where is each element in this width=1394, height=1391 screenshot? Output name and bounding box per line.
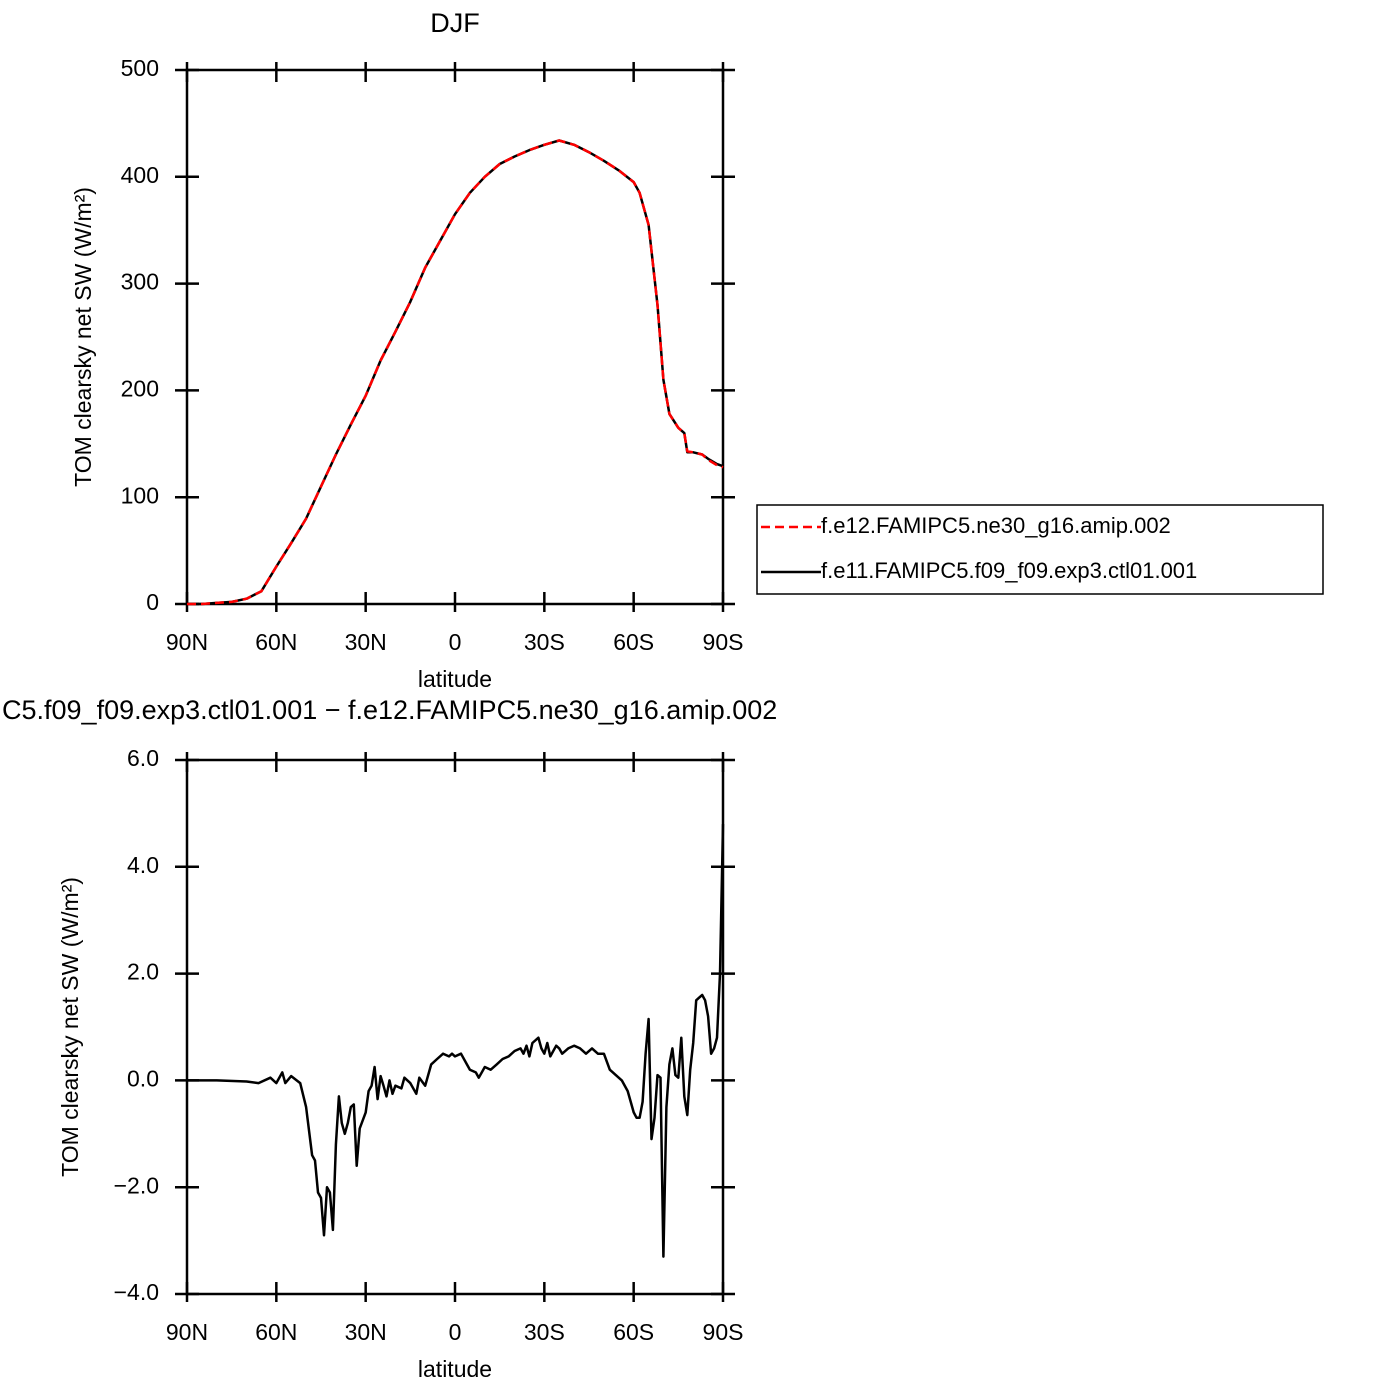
x-axis-label: latitude — [418, 666, 492, 692]
y-tick-label: 4.0 — [127, 852, 159, 878]
y-tick-label: −2.0 — [114, 1172, 159, 1198]
legend-label: f.e12.FAMIPC5.ne30_g16.amip.002 — [821, 513, 1171, 538]
y-tick-label: 100 — [121, 482, 159, 508]
x-tick-label: 30S — [524, 1319, 565, 1345]
plot-frame — [185, 758, 725, 1296]
x-tick-label: 90S — [703, 629, 744, 655]
x-tick-label: 60S — [613, 629, 654, 655]
x-tick-label: 0 — [449, 1319, 462, 1345]
x-tick-label: 90S — [703, 1319, 744, 1345]
x-tick-label: 60S — [613, 1319, 654, 1345]
y-tick-label: 400 — [121, 162, 159, 188]
y-axis-label: TOM clearsky net SW (W/m²) — [70, 187, 96, 487]
x-tick-label: 30N — [345, 629, 387, 655]
x-tick-label: 60N — [255, 1319, 297, 1345]
data-line — [187, 139, 724, 606]
data-line — [187, 139, 724, 606]
x-tick-label: 90N — [166, 1319, 208, 1345]
y-tick-label: 300 — [121, 269, 159, 295]
x-tick-label: 60N — [255, 629, 297, 655]
y-tick-label: 2.0 — [127, 959, 159, 985]
x-tick-label: 30S — [524, 629, 565, 655]
y-tick-label: 200 — [121, 375, 159, 401]
y-tick-label: 0 — [146, 589, 159, 615]
y-tick-label: 0.0 — [127, 1065, 159, 1091]
plot-frame — [185, 68, 725, 606]
x-tick-label: 0 — [449, 629, 462, 655]
y-tick-label: −4.0 — [114, 1279, 159, 1305]
y-axis-label: TOM clearsky net SW (W/m²) — [57, 877, 83, 1177]
legend-box — [756, 504, 1324, 595]
x-tick-label: 30N — [345, 1319, 387, 1345]
x-tick-label: 90N — [166, 629, 208, 655]
y-tick-label: 500 — [121, 55, 159, 81]
chart-title: C5.f09_f09.exp3.ctl01.001 − f.e12.FAMIPC… — [2, 695, 777, 725]
y-tick-label: 6.0 — [127, 745, 159, 771]
chart-title: DJF — [430, 8, 480, 38]
x-axis-label: latitude — [418, 1356, 492, 1382]
legend-label: f.e11.FAMIPC5.f09_f09.exp3.ctl01.001 — [821, 558, 1197, 583]
data-line — [187, 824, 725, 1258]
